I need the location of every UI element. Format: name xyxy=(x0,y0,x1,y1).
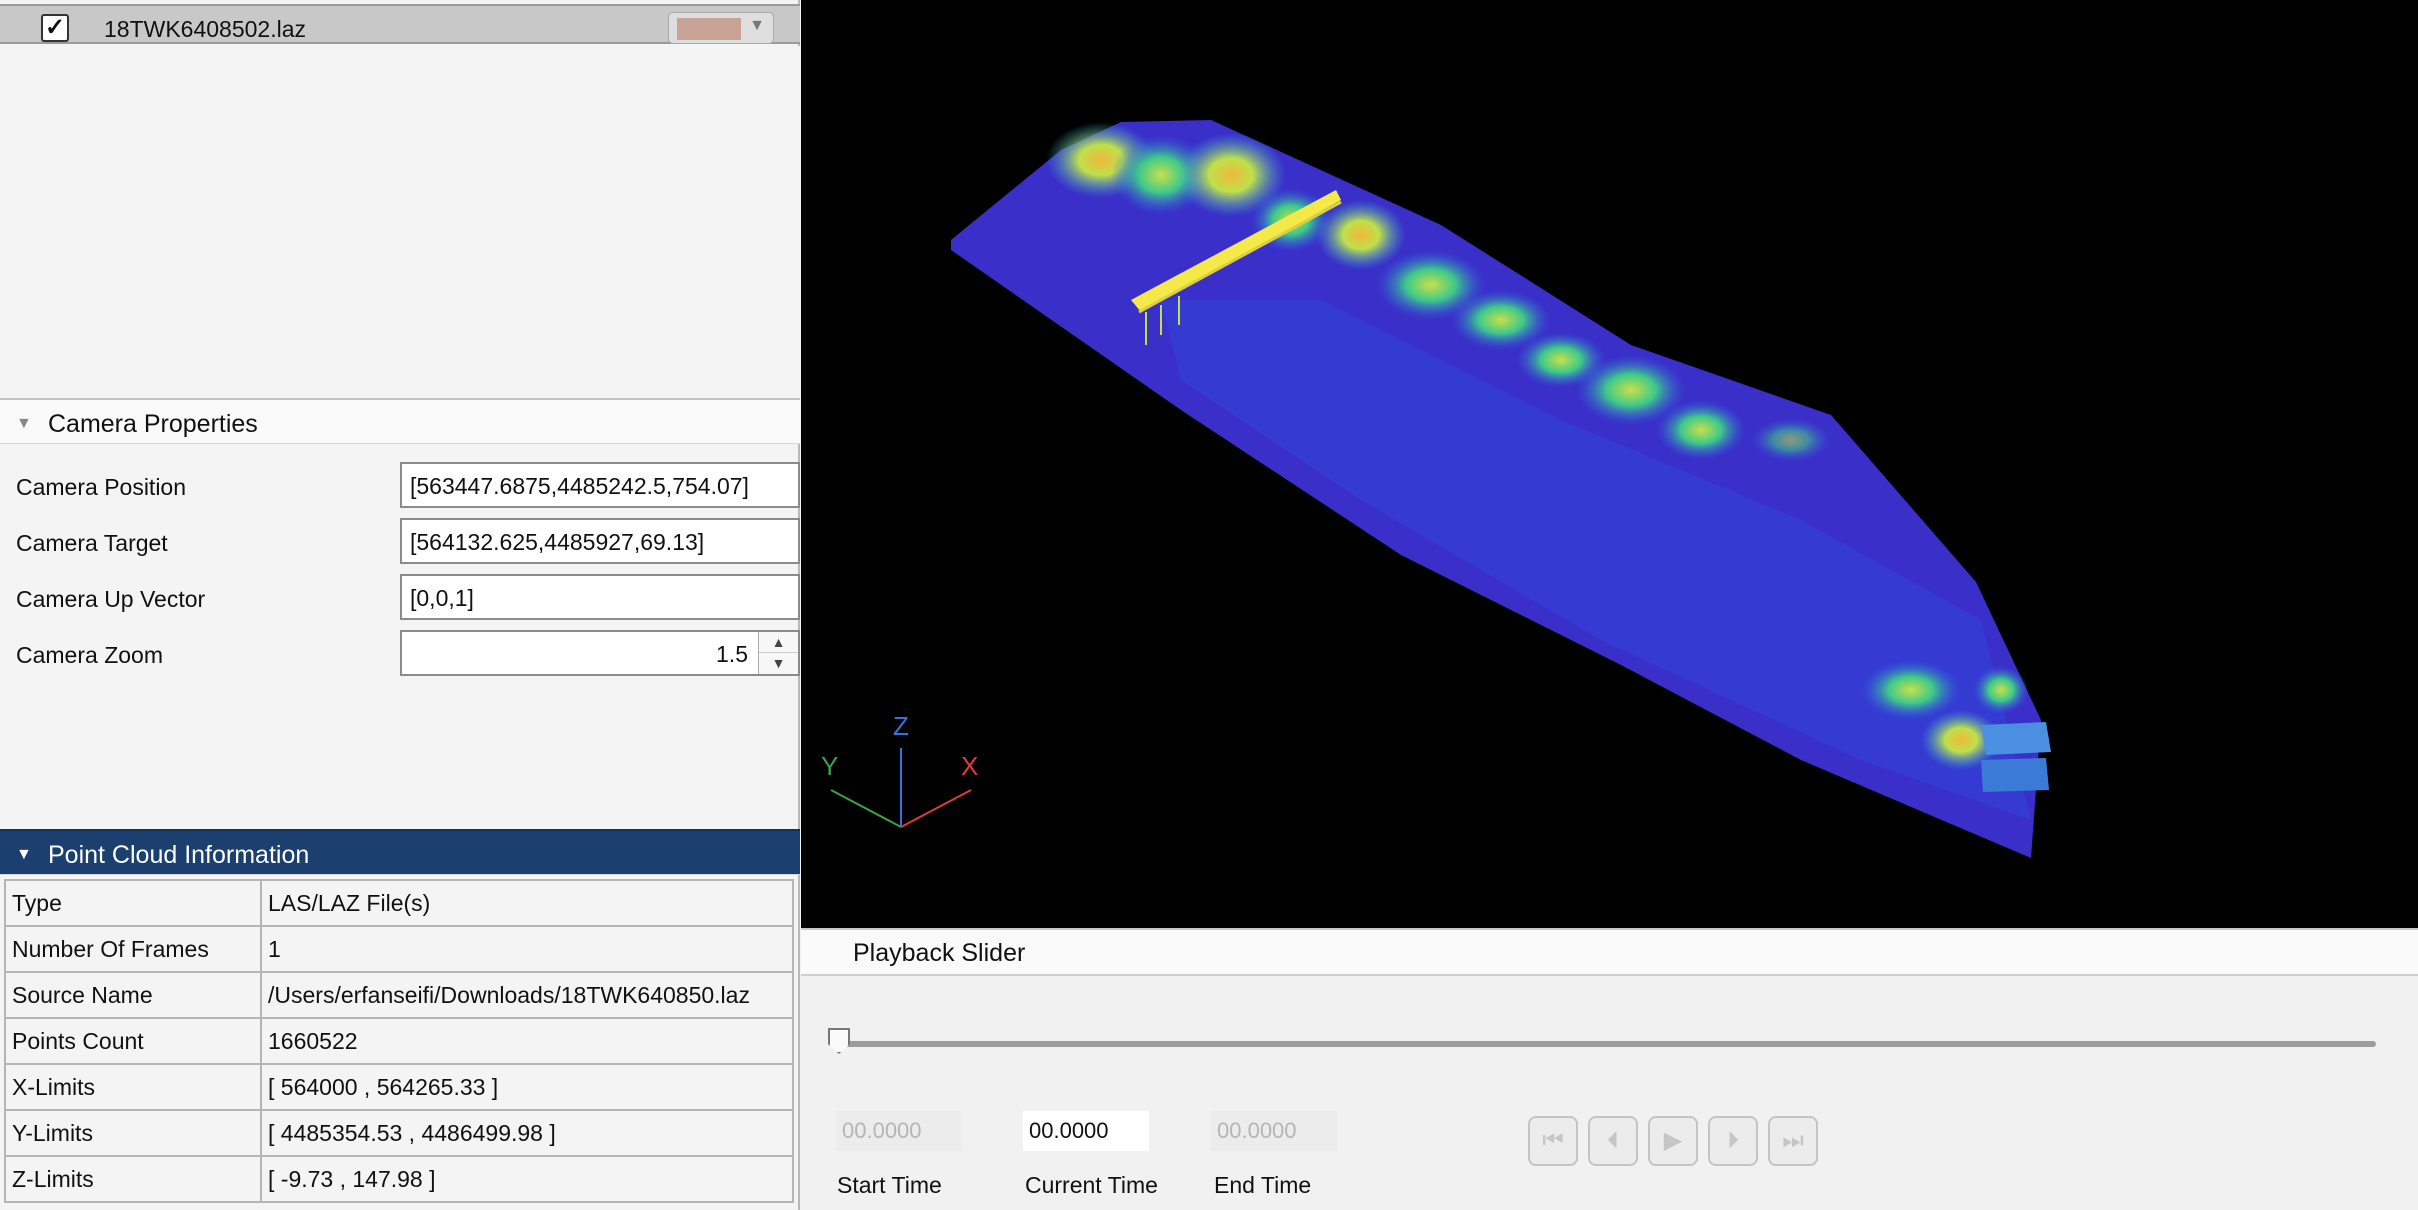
x-axis-label: X xyxy=(961,751,978,781)
camera-target-label: Camera Target xyxy=(16,530,168,556)
previous-frame-button[interactable]: ⏴ xyxy=(1588,1116,1638,1166)
point-cloud-viewer[interactable]: Z Y X xyxy=(801,0,2418,928)
camera-position-field[interactable]: [563447.6875,4485242.5,754.07] xyxy=(400,462,800,508)
point-cloud-render[interactable]: Z Y X xyxy=(801,0,2418,928)
color-swatch xyxy=(677,18,741,40)
camera-target-field[interactable]: [564132.625,4485927,69.13] xyxy=(400,518,800,564)
point-color-dropdown[interactable]: ▼ xyxy=(668,12,774,44)
next-frame-button[interactable]: ⏵ xyxy=(1708,1116,1758,1166)
info-key: Number Of Frames xyxy=(4,925,262,973)
info-value: [ 4485354.53 , 4486499.98 ] xyxy=(260,1109,794,1157)
table-row: Y-Limits [ 4485354.53 , 4486499.98 ] xyxy=(4,1109,794,1157)
camera-position-row: Camera Position [563447.6875,4485242.5,7… xyxy=(16,462,800,508)
info-value: /Users/erfanseifi/Downloads/18TWK640850.… xyxy=(260,971,794,1019)
spin-down-icon[interactable]: ▼ xyxy=(771,655,786,671)
end-time-field[interactable]: 00.0000 xyxy=(1211,1111,1337,1151)
camera-zoom-field[interactable]: 1.5 ▲ ▼ xyxy=(400,630,800,676)
y-axis-label: Y xyxy=(821,751,838,781)
file-name: 18TWK6408502.laz xyxy=(104,16,307,42)
info-key: Type xyxy=(4,879,262,927)
collapse-triangle-icon[interactable]: ▼ xyxy=(16,846,32,863)
camera-target-row: Camera Target [564132.625,4485927,69.13] xyxy=(16,518,800,564)
info-key: Z-Limits xyxy=(4,1155,262,1203)
table-row: Number Of Frames 1 xyxy=(4,925,794,973)
table-row: Z-Limits [ -9.73 , 147.98 ] xyxy=(4,1155,794,1203)
playback-slider-track[interactable] xyxy=(841,1041,2376,1047)
info-key: Points Count xyxy=(4,1017,262,1065)
table-row: Source Name /Users/erfanseifi/Downloads/… xyxy=(4,971,794,1019)
table-row: X-Limits [ 564000 , 564265.33 ] xyxy=(4,1063,794,1111)
playback-header: Playback Slider xyxy=(801,930,2418,976)
camera-up-vector-row: Camera Up Vector [0,0,1] xyxy=(16,574,800,620)
building-roof xyxy=(1981,758,2049,792)
info-value: LAS/LAZ File(s) xyxy=(260,879,794,927)
last-frame-button[interactable]: ⏭ xyxy=(1768,1116,1818,1166)
table-row: Points Count 1660522 xyxy=(4,1017,794,1065)
current-time-label: Current Time xyxy=(1025,1172,1158,1198)
table-row: Type LAS/LAZ File(s) xyxy=(4,879,794,927)
camera-zoom-row: Camera Zoom 1.5 ▲ ▼ xyxy=(16,630,800,676)
zoom-spinner[interactable]: ▲ ▼ xyxy=(758,632,798,674)
camera-zoom-label: Camera Zoom xyxy=(16,642,163,668)
next-frame-icon: ⏵ xyxy=(1727,1127,1739,1154)
previous-frame-icon: ⏴ xyxy=(1607,1127,1619,1154)
info-value: [ 564000 , 564265.33 ] xyxy=(260,1063,794,1111)
end-time-label: End Time xyxy=(1214,1172,1312,1198)
point-cloud-info-table: Type LAS/LAZ File(s) Number Of Frames 1 … xyxy=(4,879,794,1203)
start-time-label: Start Time xyxy=(837,1172,942,1198)
collapse-triangle-icon[interactable]: ▼ xyxy=(16,415,32,432)
info-value: 1 xyxy=(260,925,794,973)
axes-triad: Z Y X xyxy=(821,711,978,828)
camera-up-vector-field[interactable]: [0,0,1] xyxy=(400,574,800,620)
bridge-edge xyxy=(1138,200,1342,314)
current-time-field[interactable]: 00.0000 xyxy=(1023,1111,1149,1151)
chevron-down-icon: ▼ xyxy=(749,17,765,34)
info-key: Y-Limits xyxy=(4,1109,262,1157)
playback-title: Playback Slider xyxy=(853,939,1026,967)
camera-up-vector-label: Camera Up Vector xyxy=(16,586,206,612)
first-frame-icon: ⏮ xyxy=(1542,1127,1564,1154)
info-key: X-Limits xyxy=(4,1063,262,1111)
bridge-deck xyxy=(1131,190,1341,312)
camera-properties-header[interactable]: ▼ Camera Properties xyxy=(0,398,800,444)
file-list-area xyxy=(0,46,800,398)
section-title: Camera Properties xyxy=(48,410,258,438)
last-frame-icon: ⏭ xyxy=(1782,1127,1804,1154)
section-title: Point Cloud Information xyxy=(48,841,310,869)
building xyxy=(1981,722,2051,755)
file-visibility-checkbox[interactable]: ✓ xyxy=(41,14,69,42)
point-cloud-info-header[interactable]: ▼ Point Cloud Information xyxy=(0,829,800,875)
left-panel: ✓ 18TWK6408502.laz ▼ ▼ Camera Properties… xyxy=(0,0,800,1210)
info-value: [ -9.73 , 147.98 ] xyxy=(260,1155,794,1203)
playback-slider-thumb[interactable] xyxy=(828,1028,850,1054)
file-list-item[interactable]: ✓ 18TWK6408502.laz ▼ xyxy=(0,4,800,44)
play-button[interactable]: ▶ xyxy=(1648,1116,1698,1166)
playback-panel: Playback Slider 00.0000 00.0000 00.0000 … xyxy=(801,928,2418,1210)
ground-shade xyxy=(1161,300,2031,820)
info-value: 1660522 xyxy=(260,1017,794,1065)
spin-up-icon[interactable]: ▲ xyxy=(759,632,798,653)
start-time-field[interactable]: 00.0000 xyxy=(836,1111,962,1151)
camera-position-label: Camera Position xyxy=(16,474,187,500)
play-icon: ▶ xyxy=(1663,1127,1683,1154)
bridge-piers xyxy=(1145,296,1180,345)
info-key: Source Name xyxy=(4,971,262,1019)
camera-zoom-value: 1.5 xyxy=(716,641,748,667)
z-axis-label: Z xyxy=(893,711,909,741)
first-frame-button[interactable]: ⏮ xyxy=(1528,1116,1578,1166)
